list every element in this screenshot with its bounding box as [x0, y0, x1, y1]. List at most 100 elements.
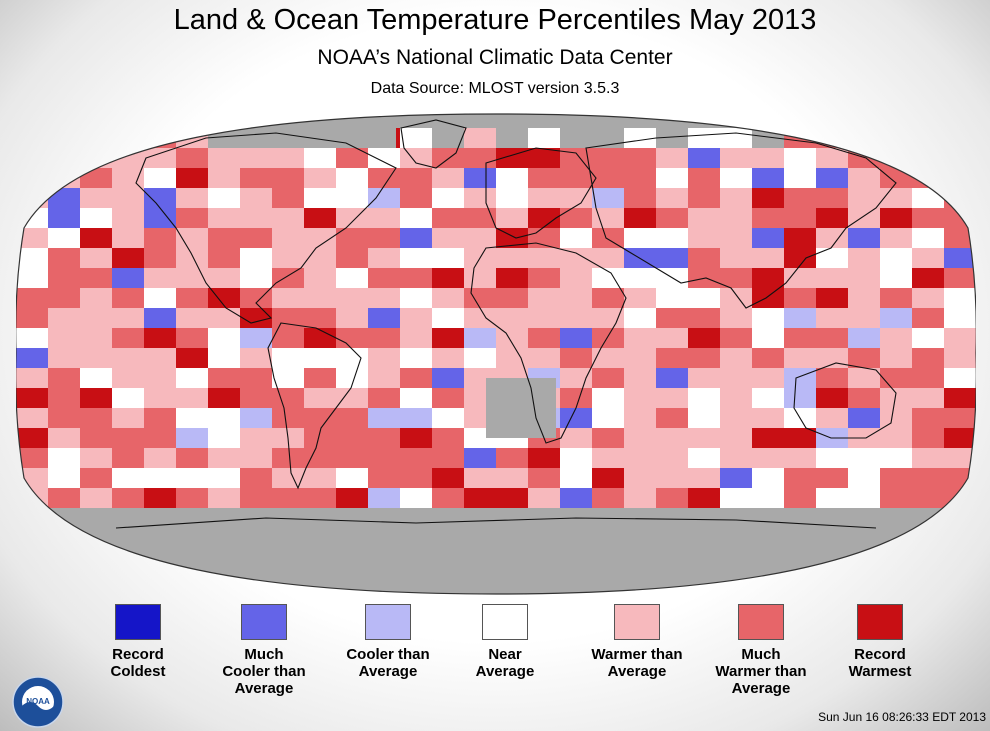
grid-cell [48, 348, 80, 368]
grid-cell [848, 288, 880, 308]
grid-cell [208, 368, 240, 388]
greenland-outline [400, 119, 467, 169]
grid-cell [496, 308, 528, 328]
grid-cell [16, 148, 48, 168]
grid-cell [16, 248, 48, 268]
grid-cell [752, 388, 784, 408]
grid-cell [112, 428, 144, 448]
grid-cell [688, 128, 720, 148]
grid-cell [720, 128, 752, 148]
grid-cell [752, 268, 784, 288]
grid-cell [16, 588, 48, 594]
grid-cell [304, 228, 336, 248]
grid-cell [464, 268, 496, 288]
grid-cell [432, 388, 464, 408]
grid-cell [464, 308, 496, 328]
grid-cell [304, 168, 336, 188]
legend-label-much-cooler: Much Cooler than Average [222, 646, 306, 697]
grid-cell [880, 268, 912, 288]
legend: Record Coldest Much Cooler than Average … [0, 604, 990, 704]
grid-cell [592, 328, 624, 348]
grid-cell [144, 228, 176, 248]
grid-cell [688, 348, 720, 368]
grid-cell [304, 308, 336, 328]
grid-cell [624, 128, 656, 148]
grid-cell [624, 388, 656, 408]
grid-cell [912, 228, 944, 248]
grid-cell [912, 488, 944, 508]
grid-cell [816, 388, 848, 408]
grid-cell [368, 448, 400, 468]
grid-cell [112, 408, 144, 428]
grid-cell [848, 128, 880, 148]
grid-cell [368, 148, 400, 168]
grid-cell [816, 288, 848, 308]
grid-cell [912, 188, 944, 208]
grid-cell [144, 368, 176, 388]
grid-cell [816, 268, 848, 288]
grid-cell [656, 388, 688, 408]
grid-cell [816, 114, 848, 128]
grid-cell [944, 508, 976, 528]
grid-cell [432, 114, 464, 128]
grid-cell [176, 448, 208, 468]
grid-cell [880, 188, 912, 208]
grid-cell [336, 428, 368, 448]
grid-cell [112, 488, 144, 508]
grid-cell [208, 308, 240, 328]
grid-cell [16, 528, 48, 548]
grid-cell [624, 448, 656, 468]
grid-cell [336, 328, 368, 348]
grid-cell [752, 288, 784, 308]
grid-cell [848, 348, 880, 368]
grid-cell [752, 588, 784, 594]
grid-cell [432, 228, 464, 248]
grid-cell [432, 128, 464, 148]
grid-cell [848, 568, 880, 588]
legend-label-cooler: Cooler than Average [346, 646, 430, 680]
grid-cell [208, 168, 240, 188]
grid-cell [528, 148, 560, 168]
grid-cell [944, 568, 976, 588]
grid-cell [80, 468, 112, 488]
grid-cell [912, 268, 944, 288]
grid-cell [400, 208, 432, 228]
grid-cell [656, 588, 688, 594]
grid-cell [656, 428, 688, 448]
grid-cell [720, 328, 752, 348]
legend-swatch-record-warmest [857, 604, 903, 640]
grid-cell [912, 208, 944, 228]
grid-cell [368, 468, 400, 488]
grid-cell [912, 448, 944, 468]
grid-cell [592, 448, 624, 468]
grid-cell [720, 268, 752, 288]
grid-cell [240, 148, 272, 168]
grid-cell [208, 428, 240, 448]
grid-cell [912, 168, 944, 188]
grid-cell [80, 368, 112, 388]
grid-cell [272, 148, 304, 168]
grid-cell [656, 328, 688, 348]
grid-cell [816, 168, 848, 188]
grid-cell [48, 268, 80, 288]
grid-cell [464, 228, 496, 248]
grid-cell [272, 288, 304, 308]
grid-cell [144, 328, 176, 348]
grid-cell [592, 308, 624, 328]
grid-cell [208, 228, 240, 248]
grid-cell [720, 188, 752, 208]
grid-cell [80, 168, 112, 188]
grid-cell [752, 168, 784, 188]
grid-cell [848, 248, 880, 268]
grid-cell [912, 548, 944, 568]
grid-cell [208, 348, 240, 368]
grid-cell [528, 114, 560, 128]
grid-cell [784, 308, 816, 328]
grid-cell [464, 114, 496, 128]
grid-cell [528, 328, 560, 348]
grid-cell [368, 328, 400, 348]
grid-cell [176, 168, 208, 188]
grid-cell [208, 148, 240, 168]
grid-cell [496, 448, 528, 468]
legend-item-cooler: Cooler than Average [313, 604, 463, 680]
